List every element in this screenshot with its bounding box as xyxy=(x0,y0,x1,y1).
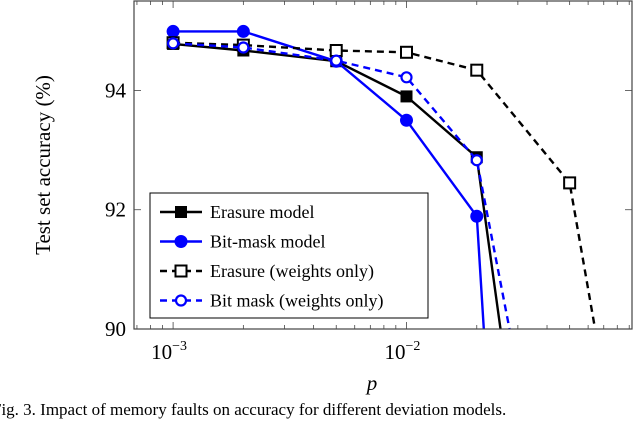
legend-label: Bit mask (weights only) xyxy=(210,291,384,312)
data-point xyxy=(166,24,180,38)
legend-marker xyxy=(174,235,188,248)
legend-label: Erasure (weights only) xyxy=(210,261,374,282)
series-line xyxy=(173,42,511,330)
x-tick-label: 10−3 xyxy=(151,339,187,364)
series-3 xyxy=(166,37,511,330)
legend-box xyxy=(149,192,429,319)
data-point xyxy=(399,45,413,59)
y-tick-label: 92 xyxy=(105,198,126,222)
legend-label: Erasure model xyxy=(210,202,314,222)
y-tick-label: 94 xyxy=(105,78,127,102)
legend-marker xyxy=(175,206,187,218)
data-point xyxy=(400,71,413,84)
accuracy-chart: 10−3 10−2 90 92 94 Test set accuracy (%) p E… xyxy=(31,0,633,395)
y-axis-label: Test set accuracy (%) xyxy=(31,75,55,255)
series-line xyxy=(172,42,502,330)
data-point xyxy=(166,37,180,50)
legend-label: Bit-mask model xyxy=(210,232,326,252)
data-point xyxy=(399,113,413,127)
data-point xyxy=(470,63,484,77)
data-point xyxy=(330,54,343,67)
data-point xyxy=(470,209,484,223)
data-point xyxy=(470,154,483,167)
legend: Erasure model Bit-mask model Erasure (weig… xyxy=(149,192,429,319)
data-point xyxy=(563,176,577,190)
x-tick-label: 10−2 xyxy=(385,339,421,364)
data-point xyxy=(236,24,250,38)
legend-marker xyxy=(174,264,188,278)
data-point xyxy=(237,41,250,54)
x-axis-label: p xyxy=(365,371,378,395)
y-tick-label: 90 xyxy=(105,317,126,341)
data-point xyxy=(329,43,343,57)
plot-frame xyxy=(133,0,633,330)
data-point xyxy=(400,90,413,103)
series-line xyxy=(173,30,485,330)
figure-caption: Fig. 3. Impact of memory faults on accur… xyxy=(0,400,507,419)
legend-marker xyxy=(174,294,188,307)
